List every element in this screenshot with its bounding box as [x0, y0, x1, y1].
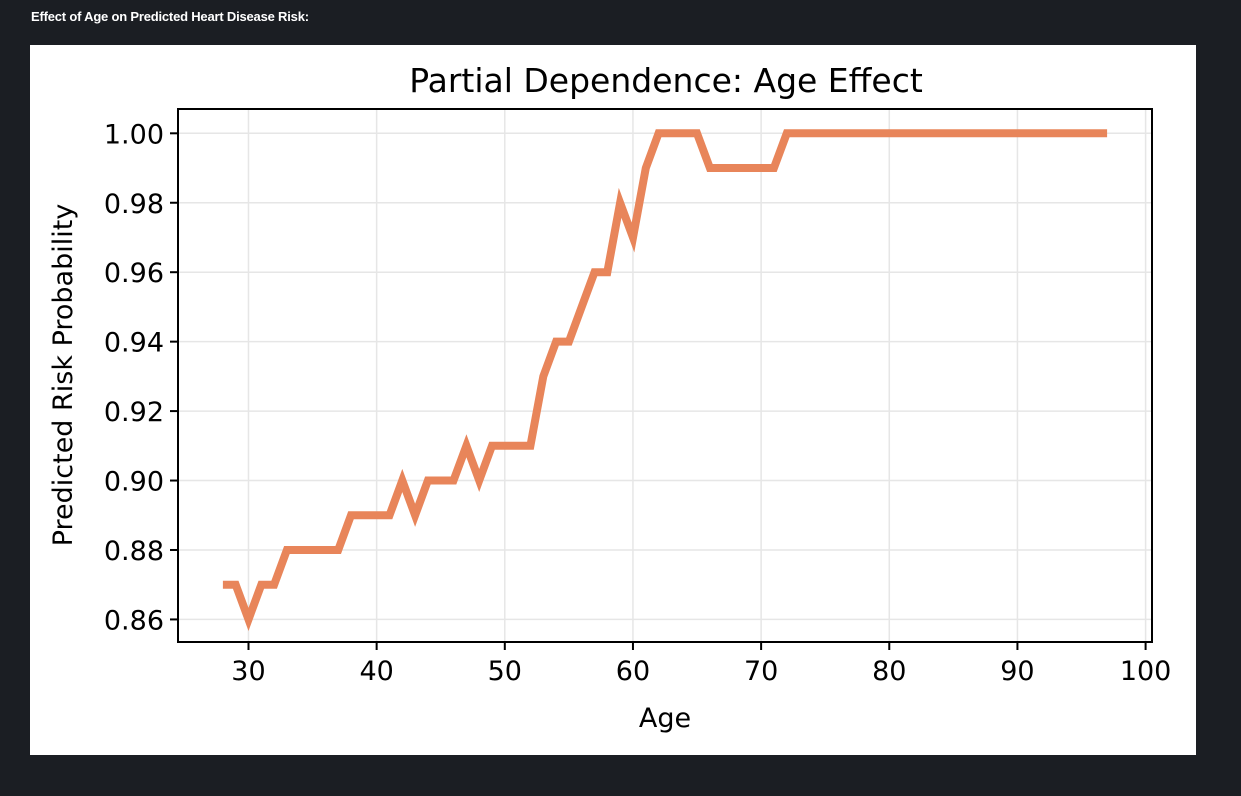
x-axis-title: Age — [639, 703, 691, 734]
series-line — [222, 129, 1108, 631]
y-tick-label: 1.00 — [104, 119, 164, 150]
x-tick-label: 80 — [872, 656, 906, 687]
plot-frame — [177, 108, 1153, 643]
x-tick-label: 90 — [1000, 656, 1034, 687]
partial-dependence-chart: Partial Dependence: Age Effect 30 40 50 60 7… — [48, 61, 1171, 734]
y-tick-label: 0.90 — [104, 467, 164, 498]
y-tick-label: 0.96 — [104, 258, 164, 289]
chart-card: Partial Dependence: Age Effect 30 40 50 60 7… — [30, 45, 1196, 755]
y-axis-title: Predicted Risk Probability — [48, 204, 79, 547]
y-tick-label: 0.92 — [104, 397, 164, 428]
line-layer — [222, 129, 1108, 631]
section-heading: Effect of Age on Predicted Heart Disease… — [31, 9, 309, 24]
grid-layer — [178, 109, 1152, 642]
x-tick-label: 30 — [231, 656, 265, 687]
chart-title: Partial Dependence: Age Effect — [409, 61, 923, 100]
x-tick-label: 60 — [616, 656, 650, 687]
y-tick-label: 0.98 — [104, 189, 164, 220]
x-tick-label: 70 — [744, 656, 778, 687]
x-axis: 30 40 50 60 70 80 90 100 — [231, 642, 1171, 687]
x-tick-label: 50 — [488, 656, 522, 687]
y-tick-label: 0.94 — [104, 328, 164, 359]
y-axis: 0.86 0.88 0.90 0.92 0.94 0.96 0.98 1.00 — [104, 119, 178, 636]
x-tick-label: 100 — [1120, 656, 1172, 687]
x-tick-label: 40 — [359, 656, 393, 687]
y-tick-label: 0.88 — [104, 536, 164, 567]
y-tick-label: 0.86 — [104, 605, 164, 636]
